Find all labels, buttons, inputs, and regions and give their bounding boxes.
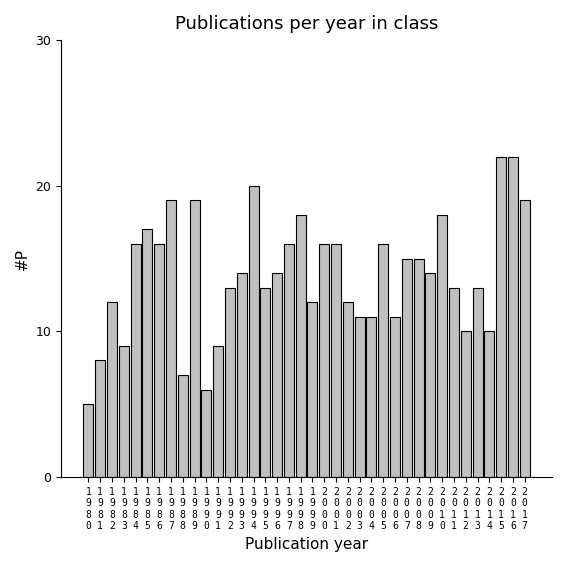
Bar — [331, 244, 341, 477]
Bar — [213, 346, 223, 477]
Bar — [437, 215, 447, 477]
Bar — [154, 244, 164, 477]
Bar — [284, 244, 294, 477]
Bar — [142, 230, 153, 477]
Bar — [425, 273, 435, 477]
Bar — [295, 215, 306, 477]
Bar — [166, 200, 176, 477]
Bar — [83, 404, 94, 477]
Bar — [130, 244, 141, 477]
Bar — [319, 244, 329, 477]
Bar — [343, 302, 353, 477]
Bar — [366, 317, 376, 477]
Bar — [178, 375, 188, 477]
Bar — [260, 287, 270, 477]
Bar — [390, 317, 400, 477]
Bar — [272, 273, 282, 477]
Bar — [119, 346, 129, 477]
Bar — [237, 273, 247, 477]
Bar — [461, 331, 471, 477]
Bar — [189, 200, 200, 477]
Bar — [95, 361, 105, 477]
Bar — [472, 287, 483, 477]
Bar — [520, 200, 530, 477]
Bar — [449, 287, 459, 477]
Bar — [107, 302, 117, 477]
Y-axis label: #P: #P — [15, 248, 30, 269]
Bar — [496, 156, 506, 477]
Bar — [484, 331, 494, 477]
Bar — [413, 259, 424, 477]
Bar — [402, 259, 412, 477]
Bar — [201, 390, 211, 477]
Bar — [508, 156, 518, 477]
X-axis label: Publication year: Publication year — [245, 537, 368, 552]
Bar — [354, 317, 365, 477]
Bar — [307, 302, 318, 477]
Bar — [248, 186, 259, 477]
Title: Publications per year in class: Publications per year in class — [175, 15, 438, 33]
Bar — [225, 287, 235, 477]
Bar — [378, 244, 388, 477]
